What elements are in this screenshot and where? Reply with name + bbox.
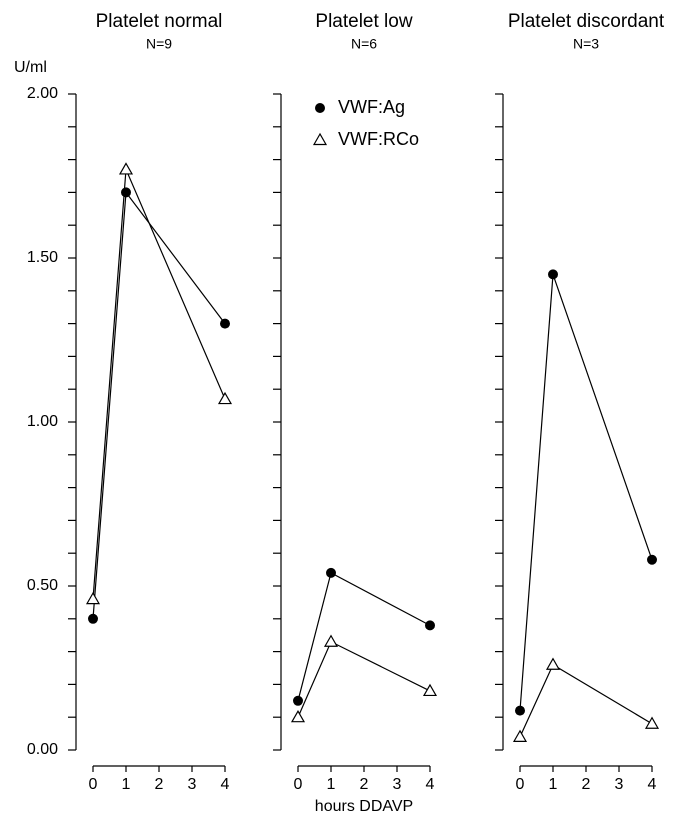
marker-triangle [85, 591, 101, 605]
marker-circle [293, 695, 303, 706]
legend-label: VWF:RCo [338, 129, 419, 149]
x-tick-label: 0 [294, 776, 303, 793]
x-tick-label: 1 [122, 776, 131, 793]
y-tick-label: 0.00 [27, 741, 58, 758]
marker-circle [121, 187, 131, 198]
marker-circle [425, 620, 435, 631]
marker-circle [548, 269, 558, 280]
series-line [297, 640, 431, 718]
y-tick-label: 1.00 [27, 413, 58, 430]
marker-triangle [290, 709, 306, 723]
x-tick-label: 3 [188, 776, 197, 793]
x-tick-label: 0 [89, 776, 98, 793]
marker-circle [315, 103, 325, 113]
marker-circle [220, 318, 230, 329]
panel-subtitle: N=9 [146, 36, 172, 52]
legend-label: VWF:Ag [338, 97, 405, 117]
marker-triangle [545, 657, 561, 670]
marker-triangle [422, 683, 438, 697]
series-line [92, 190, 226, 619]
marker-triangle [644, 716, 660, 729]
y-tick-label: 0.50 [27, 577, 58, 594]
panel-title: Platelet low [315, 11, 412, 32]
x-tick-label: 2 [582, 776, 591, 793]
x-tick-label: 3 [615, 776, 624, 793]
x-tick-label: 0 [516, 776, 525, 793]
y-tick-label: 2.00 [27, 85, 58, 102]
series-line [92, 169, 226, 600]
panel-title: Platelet discordant [508, 11, 665, 32]
x-axis-label: hours DDAVP [315, 798, 413, 815]
marker-circle [515, 705, 525, 716]
y-axis-label: U/ml [14, 59, 47, 76]
marker-circle [88, 613, 98, 624]
x-tick-label: 1 [327, 776, 336, 793]
x-tick-label: 2 [360, 776, 369, 793]
marker-circle [326, 567, 336, 578]
panel-subtitle: N=3 [573, 36, 599, 52]
marker-triangle [323, 634, 339, 647]
panel-title: Platelet normal [96, 11, 223, 32]
marker-triangle [118, 162, 134, 175]
x-tick-label: 4 [426, 776, 435, 793]
marker-triangle [217, 391, 233, 405]
marker-triangle [512, 729, 528, 742]
x-tick-label: 2 [155, 776, 164, 793]
series-line [519, 274, 653, 711]
series-line [519, 663, 653, 738]
x-tick-label: 1 [549, 776, 558, 793]
marker-circle [647, 554, 657, 565]
x-tick-label: 4 [648, 776, 657, 793]
x-tick-label: 4 [221, 776, 230, 793]
marker-triangle [312, 132, 328, 146]
panel-subtitle: N=6 [351, 36, 377, 52]
x-tick-label: 3 [393, 776, 402, 793]
y-tick-label: 1.50 [27, 249, 58, 266]
